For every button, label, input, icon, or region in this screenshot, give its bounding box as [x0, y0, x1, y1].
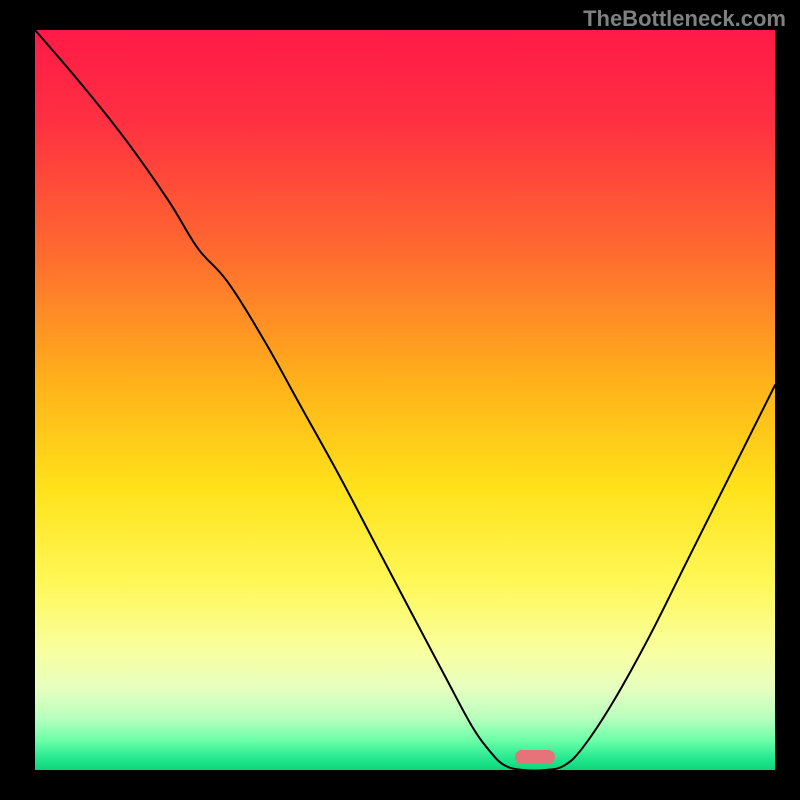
attribution-text: TheBottleneck.com: [583, 6, 786, 32]
chart-curve: [35, 30, 775, 770]
chart-plot-area: [35, 30, 775, 770]
chart-minimum-marker: [515, 750, 555, 764]
